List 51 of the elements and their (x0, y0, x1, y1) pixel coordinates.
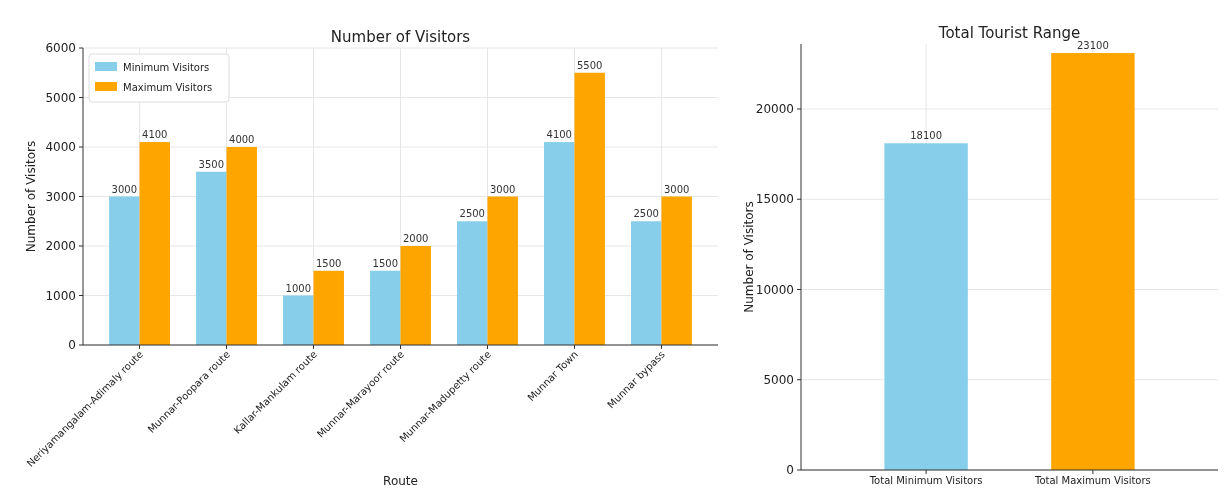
bar (283, 295, 314, 345)
bar (139, 142, 170, 345)
data-label: 3000 (489, 183, 516, 195)
bar (544, 142, 575, 345)
data-label: 1000 (285, 282, 312, 294)
bar (313, 270, 344, 345)
data-label: 4000 (229, 134, 255, 145)
y-tick-label: 15000 (755, 192, 794, 207)
data-label: 2000 (403, 233, 429, 244)
y-tick-label: 0 (786, 463, 794, 478)
data-label: 2500 (459, 208, 485, 220)
data-label: 4100 (546, 129, 572, 141)
data-label: 23100 (1076, 40, 1109, 52)
bar (370, 270, 401, 345)
bar (109, 196, 140, 345)
bar (661, 196, 692, 345)
y-tick-label: 3000 (45, 189, 76, 204)
y-tick-label: 6000 (45, 41, 76, 56)
data-label: 2500 (633, 208, 659, 220)
legend-label: Maximum Visitors (123, 81, 213, 93)
y-tick-label: 5000 (45, 90, 76, 105)
bar (400, 246, 431, 345)
bar (574, 72, 605, 345)
y-tick-label: 20000 (755, 102, 794, 117)
bar (457, 221, 488, 345)
y-tick-label: 10000 (755, 282, 794, 297)
bar (631, 221, 662, 345)
legend-label: Minimum Visitors (123, 61, 210, 73)
data-label: 1500 (316, 257, 342, 269)
data-label: 5500 (576, 59, 603, 71)
data-label: 3000 (111, 183, 138, 195)
data-label: 18100 (910, 130, 943, 142)
bar (226, 147, 257, 345)
data-label: 3000 (663, 183, 690, 195)
bar (196, 171, 227, 345)
data-label: 1500 (372, 257, 398, 269)
chart-title: Number of Visitors (330, 28, 471, 46)
y-tick-label: 0 (68, 338, 76, 353)
data-label: 4100 (142, 129, 168, 141)
data-label: 3500 (198, 158, 225, 170)
y-axis-title: Number of Visitors (24, 140, 38, 253)
y-tick-label: 4000 (45, 140, 76, 155)
y-tick-label: 5000 (763, 372, 794, 387)
y-axis-title: Number of Visitors (742, 201, 756, 313)
y-tick-label: 2000 (45, 239, 76, 254)
x-tick-label: Total Maximum Visitors (1034, 475, 1151, 486)
y-tick-label: 1000 (45, 288, 76, 303)
chart-title: Total Tourist Range (937, 24, 1081, 42)
bar (487, 196, 518, 345)
x-tick-label: Total Minimum Visitors (868, 475, 983, 486)
x-axis-title: Route (383, 474, 418, 488)
